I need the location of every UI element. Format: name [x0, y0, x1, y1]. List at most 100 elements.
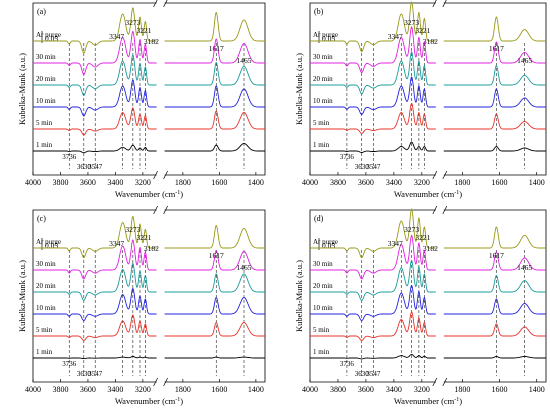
- peak-label: 3547: [88, 163, 103, 171]
- series-label: 5 min: [36, 119, 53, 127]
- series-label: Ar purge: [36, 31, 61, 39]
- peak-label: 1465: [517, 263, 532, 272]
- x-tick-label: 3400: [107, 385, 123, 394]
- peak-label: 3221: [136, 233, 151, 242]
- series-line-5-min: [33, 314, 157, 341]
- plot-frame: [309, 2, 547, 176]
- scale-bar-label: 0.05: [45, 34, 58, 43]
- series-line-20-min: [443, 275, 546, 293]
- x-tick-label: 1600: [211, 178, 227, 187]
- y-axis-label: Kubelka-Munk (a.u.): [294, 53, 304, 125]
- series-label: 1 min: [36, 348, 53, 356]
- peak-label: 3630: [355, 370, 370, 378]
- series-line-5-min: [310, 311, 436, 341]
- x-axis-label: Wavenumber (cm-1): [115, 189, 183, 199]
- series-line-5-min: [164, 110, 265, 130]
- axis-break-mark: [442, 205, 448, 215]
- series-line-30-min: [164, 38, 265, 64]
- peak-label: 3221: [136, 26, 151, 35]
- peak-label: 1617: [489, 251, 504, 260]
- series-label: 10 min: [36, 97, 56, 105]
- axis-break-mark: [153, 205, 158, 215]
- panel-label: (a): [37, 7, 46, 16]
- peak-label: 3273: [125, 225, 140, 234]
- peak-label: 3221: [415, 26, 430, 35]
- series-line-1-min: [164, 143, 265, 152]
- series-line-1-min: [310, 141, 436, 153]
- x-tick-label: 1600: [492, 178, 508, 187]
- axis-break-mark: [153, 0, 158, 8]
- axis-break-mark: [432, 377, 438, 387]
- series-line-1-min: [443, 356, 546, 359]
- series-line-30-min: [310, 26, 436, 74]
- axis-break-mark: [432, 205, 438, 215]
- peak-label: 3182: [423, 244, 438, 253]
- x-tick-label: 3800: [330, 385, 346, 394]
- peak-label: 3736: [62, 153, 77, 161]
- series-label: 10 min: [313, 97, 333, 105]
- axis-break-mark: [163, 377, 168, 387]
- x-tick-label: 3400: [386, 178, 402, 187]
- series-label: 30 min: [313, 53, 333, 61]
- peak-label: 3736: [340, 360, 355, 368]
- series-label: 5 min: [313, 326, 330, 334]
- axis-break-mark: [432, 0, 437, 8]
- axis-break-mark: [442, 0, 447, 8]
- x-tick-label: 4000: [25, 178, 41, 187]
- y-axis-label: Kubelka-Munk (a.u.): [294, 260, 304, 332]
- series-line-30-min: [33, 30, 157, 75]
- x-tick-label: 3600: [80, 385, 96, 394]
- series-label: 30 min: [36, 53, 56, 61]
- series-line-5-min: [164, 322, 265, 337]
- axis-break-mark: [153, 170, 158, 180]
- series-line-20-min: [310, 51, 436, 95]
- series-line-1-min: [33, 356, 157, 360]
- scale-bar-label: 0.05: [322, 34, 335, 43]
- series-label: 20 min: [313, 75, 333, 83]
- series-line-20-min: [310, 259, 436, 301]
- series-label: Ar purge: [36, 238, 61, 246]
- series-line-10-min: [164, 85, 265, 108]
- x-axis-label: Wavenumber (cm-1): [115, 396, 183, 406]
- x-axis-label: Wavenumber (cm-1): [394, 189, 462, 199]
- series-label: 30 min: [36, 260, 56, 268]
- series-label: Ar purge: [313, 238, 338, 246]
- series-label: 10 min: [313, 304, 333, 312]
- series-label: 1 min: [313, 141, 330, 149]
- peak-label: 1465: [517, 56, 532, 65]
- peak-label: 3630: [77, 163, 92, 171]
- series-label: Ar purge: [313, 31, 338, 39]
- series-line-10-min: [164, 297, 265, 315]
- x-tick-label: 3600: [358, 385, 374, 394]
- peak-label: 3182: [423, 37, 438, 46]
- series-label: 5 min: [313, 119, 330, 127]
- series-label: 20 min: [36, 75, 56, 83]
- series-line-5-min: [443, 113, 546, 130]
- x-tick-label: 1800: [454, 385, 470, 394]
- x-tick-label: 3200: [414, 385, 430, 394]
- panel-label: (d): [314, 214, 324, 223]
- axis-break-mark: [163, 170, 168, 180]
- peak-label: 1617: [209, 251, 224, 260]
- x-tick-label: 3800: [52, 178, 68, 187]
- x-tick-label: 3200: [135, 178, 151, 187]
- scale-bar-label: 0.05: [45, 241, 58, 250]
- peak-label: 1465: [237, 263, 252, 272]
- series-line-30-min: [443, 41, 546, 64]
- x-tick-label: 1800: [175, 178, 191, 187]
- x-tick-label: 1600: [492, 385, 508, 394]
- axis-break-mark: [163, 205, 168, 215]
- series-line-1-min: [443, 146, 546, 152]
- panel-a: 4000 3800 3600 3400 3200 1800 1600 1400 Wavenumb…: [17, 0, 266, 199]
- series-line-30-min: [443, 251, 546, 271]
- series-line-20-min: [33, 262, 157, 301]
- peak-label: 3182: [144, 37, 159, 46]
- peak-label: 3182: [144, 244, 159, 253]
- peak-label: 3547: [88, 370, 103, 378]
- plot-frame: [32, 2, 266, 176]
- axis-break-mark: [442, 170, 448, 180]
- peak-label: 3347: [388, 239, 403, 248]
- series-line-30-min: [164, 250, 265, 271]
- x-tick-label: 3200: [414, 178, 430, 187]
